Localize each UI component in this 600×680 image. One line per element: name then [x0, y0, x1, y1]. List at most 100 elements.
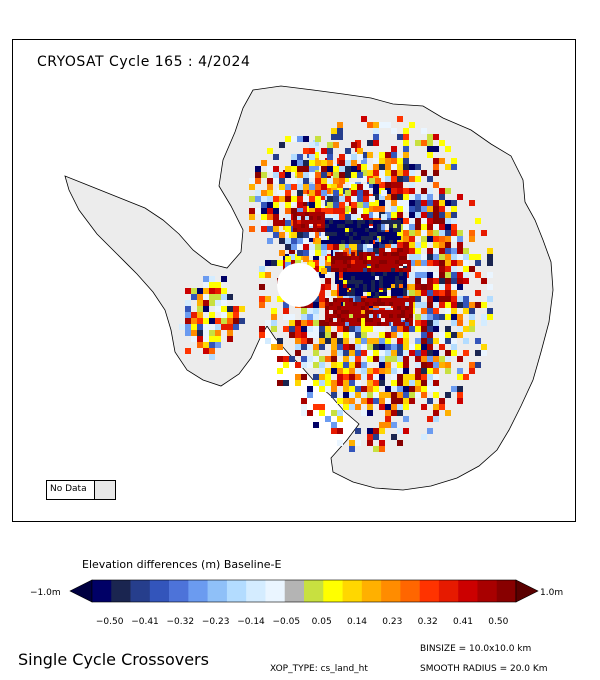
crossover-pixel: [327, 142, 333, 148]
crossover-pixel: [215, 336, 221, 342]
crossover-pixel: [405, 298, 409, 302]
crossover-pixel: [369, 196, 375, 202]
crossover-pixel: [337, 374, 343, 380]
crossover-pixel: [285, 184, 291, 190]
crossover-pixel: [291, 178, 297, 184]
crossover-pixel: [369, 318, 373, 322]
crossover-pixel: [427, 260, 433, 266]
crossover-pixel: [363, 190, 369, 196]
crossover-pixel: [385, 194, 391, 200]
crossover-pixel: [315, 244, 321, 250]
crossover-pixel: [369, 232, 373, 236]
crossover-pixel: [355, 350, 361, 356]
crossover-pixel: [203, 294, 209, 300]
crossover-pixel: [403, 398, 409, 404]
crossover-pixel: [421, 326, 427, 332]
crossover-pixel: [361, 228, 365, 232]
crossover-pixel: [395, 284, 399, 288]
crossover-pixel: [403, 350, 409, 356]
crossover-pixel: [209, 354, 215, 360]
crossover-pixel: [349, 368, 355, 374]
crossover-pixel: [409, 314, 413, 318]
crossover-pixel: [405, 318, 409, 322]
crossover-pixel: [321, 166, 327, 172]
crossover-pixel: [361, 374, 367, 380]
crossover-pixel: [433, 380, 439, 386]
crossover-pixel: [427, 416, 433, 422]
crossover-pixel: [439, 314, 445, 320]
crossover-pixel: [293, 212, 297, 216]
crossover-pixel: [367, 288, 371, 292]
crossover-pixel: [325, 212, 331, 218]
crossover-pixel: [349, 306, 353, 310]
crossover-pixel: [373, 182, 379, 188]
crossover-pixel: [343, 320, 349, 326]
crossover-pixel: [391, 266, 397, 272]
crossover-pixel: [355, 140, 361, 146]
crossover-pixel: [415, 212, 421, 218]
crossover-pixel: [393, 236, 397, 240]
crossover-pixel: [329, 224, 333, 228]
crossover-pixel: [397, 344, 403, 350]
crossover-pixel: [319, 326, 325, 332]
crossover-pixel: [397, 230, 403, 236]
crossover-pixel: [415, 362, 421, 368]
crossover-pixel: [445, 164, 451, 170]
crossover-pixel: [349, 350, 355, 356]
crossover-pixel: [349, 392, 355, 398]
crossover-pixel: [191, 312, 197, 318]
crossover-pixel: [375, 256, 379, 260]
crossover-pixel: [197, 294, 203, 300]
crossover-pixel: [313, 374, 319, 380]
crossover-pixel: [445, 266, 451, 272]
crossover-pixel: [313, 380, 319, 386]
crossover-pixel: [457, 320, 463, 326]
crossover-pixel: [379, 164, 385, 170]
crossover-pixel: [383, 288, 387, 292]
crossover-pixel: [355, 362, 361, 368]
crossover-pixel: [415, 230, 421, 236]
crossover-pixel: [421, 380, 427, 386]
crossover-pixel: [387, 284, 391, 288]
crossover-pixel: [325, 416, 331, 422]
crossover-pixel: [333, 214, 339, 220]
crossover-pixel: [379, 248, 385, 254]
crossover-pixel: [373, 368, 379, 374]
crossover-pixel: [261, 226, 267, 232]
crossover-pixel: [301, 320, 307, 326]
crossover-pixel: [197, 324, 203, 330]
crossover-pixel: [319, 284, 325, 290]
crossover-pixel: [315, 136, 321, 142]
crossover-pixel: [415, 266, 421, 272]
crossover-pixel: [301, 216, 305, 220]
crossover-pixel: [331, 344, 337, 350]
crossover-pixel: [335, 276, 339, 280]
crossover-pixel: [367, 272, 371, 276]
crossover-pixel: [371, 292, 375, 296]
crossover-pixel: [337, 240, 341, 244]
crossover-pixel: [337, 298, 341, 302]
crossover-pixel: [335, 272, 339, 276]
crossover-pixel: [327, 244, 333, 250]
crossover-pixel: [279, 142, 285, 148]
crossover-pixel: [325, 228, 329, 232]
crossover-pixel: [373, 434, 379, 440]
crossover-pixel: [397, 386, 403, 392]
crossover-pixel: [313, 332, 319, 338]
crossover-pixel: [331, 380, 337, 386]
crossover-pixel: [433, 212, 439, 218]
crossover-pixel: [439, 248, 445, 254]
crossover-pixel: [433, 320, 439, 326]
crossover-pixel: [297, 220, 303, 226]
crossover-pixel: [433, 290, 439, 296]
crossover-pixel: [387, 264, 391, 268]
crossover-pixel: [427, 296, 433, 302]
crossover-pixel: [273, 214, 279, 220]
crossover-pixel: [321, 228, 325, 232]
crossover-pixel: [373, 242, 379, 248]
crossover-pixel: [331, 134, 337, 140]
crossover-pixel: [341, 298, 345, 302]
crossover-pixel: [197, 300, 203, 306]
crossover-pixel: [367, 386, 373, 392]
crossover-pixel: [359, 264, 363, 268]
